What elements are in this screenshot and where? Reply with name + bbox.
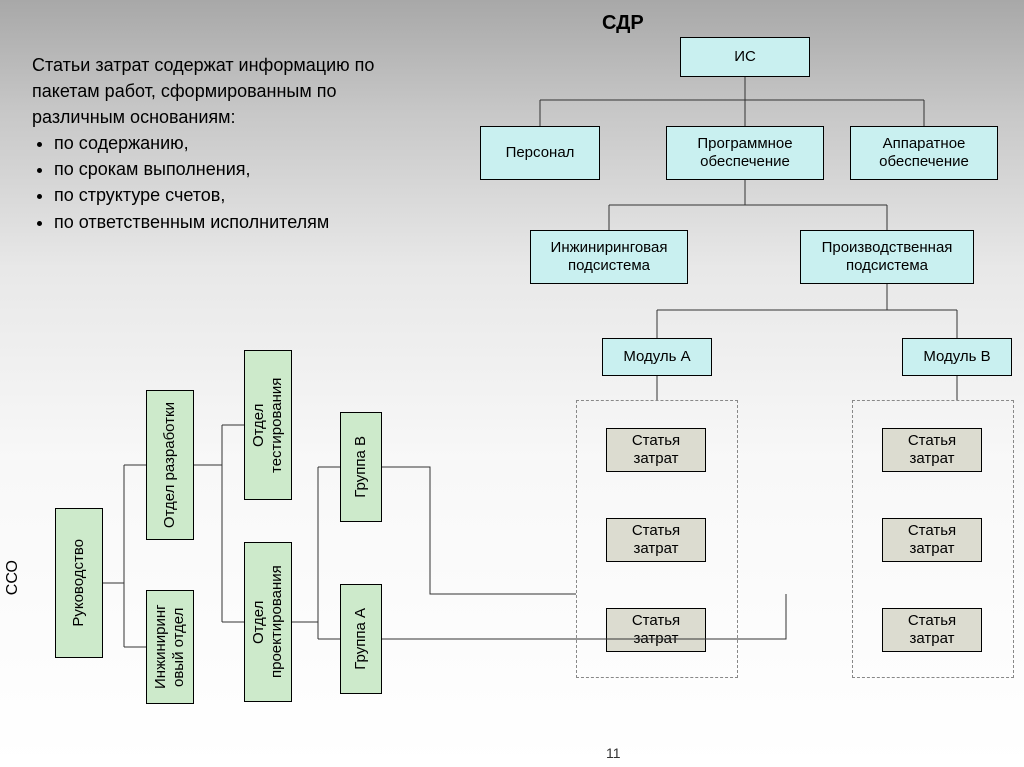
sdr-l2-prod: Производственная подсистема	[800, 230, 974, 284]
sdr-l1-personnel: Персонал	[480, 126, 600, 180]
bullet-item: по срокам выполнения,	[54, 156, 422, 182]
cost-item: Статья затрат	[606, 428, 706, 472]
sso-proj-dept: Отдел проектирования	[244, 542, 292, 702]
sdr-root: ИС	[680, 37, 810, 77]
sso-group-a: Группа А	[340, 584, 382, 694]
bullet-item: по структуре счетов,	[54, 182, 422, 208]
sdr-l3-modB: Модуль В	[902, 338, 1012, 376]
cost-item: Статья затрат	[606, 518, 706, 562]
sso-eng-dept: Инжиниринг овый отдел	[146, 590, 194, 704]
cost-item: Статья затрат	[606, 608, 706, 652]
description-lead: Статьи затрат содержат информацию по пак…	[32, 52, 422, 130]
sdr-l1-software: Программное обеспечение	[666, 126, 824, 180]
cost-item: Статья затрат	[882, 518, 982, 562]
sso-management: Руководство	[55, 508, 103, 658]
sdr-l2-eng: Инжиниринговая подсистема	[530, 230, 688, 284]
cost-item: Статья затрат	[882, 428, 982, 472]
page-number: 11	[606, 745, 621, 761]
sdr-title: СДР	[602, 12, 644, 35]
sso-dev-dept: Отдел разработки	[146, 390, 194, 540]
description-text: Статьи затрат содержат информацию по пак…	[32, 52, 422, 235]
sso-group-b: Группа В	[340, 412, 382, 522]
sso-test-dept: Отдел тестирования	[244, 350, 292, 500]
cost-item: Статья затрат	[882, 608, 982, 652]
bullet-item: по содержанию,	[54, 130, 422, 156]
sdr-l3-modA: Модуль А	[602, 338, 712, 376]
bullet-item: по ответственным исполнителям	[54, 209, 422, 235]
sso-title: ССО	[4, 560, 22, 595]
sdr-l1-hardware: Аппаратное обеспечение	[850, 126, 998, 180]
